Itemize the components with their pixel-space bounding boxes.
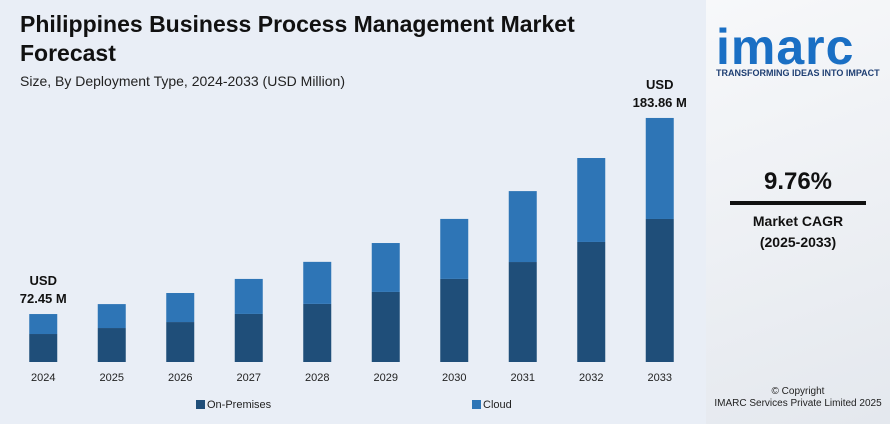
- x-tick-label: 2032: [579, 372, 603, 384]
- x-tick-label: 2026: [168, 372, 192, 384]
- total-label: USD 183.86 M: [632, 76, 687, 110]
- cagr-label: Market CAGR: [752, 213, 844, 229]
- bar-segment: [577, 241, 606, 362]
- divider: [730, 201, 866, 205]
- legend-label: Cloud: [483, 399, 512, 411]
- total-label: USD 72.45 M: [19, 273, 67, 307]
- bar-segment: [303, 261, 332, 304]
- bar-segment: [234, 313, 263, 362]
- x-tick-label: 2028: [305, 372, 329, 384]
- chart: 2024 2025 2026 2027 2028 2029 2030 2031 2032 2033…: [29, 117, 674, 411]
- legend-swatch: [196, 400, 205, 409]
- x-tick-label: 2024: [31, 372, 55, 384]
- x-tick-label: 2031: [511, 372, 535, 384]
- bar-segment: [97, 304, 126, 329]
- company: IMARC Services Private Limited 2025: [714, 398, 882, 409]
- x-tick-label: 2027: [237, 372, 261, 384]
- cagr-value: 9.76%: [763, 168, 833, 195]
- copyright: © Copyright: [771, 386, 825, 397]
- tagline: TRANSFORMING IDEAS INTO IMPACT: [716, 68, 880, 78]
- bar-segment: [508, 262, 537, 362]
- x-tick-label: 2029: [374, 372, 398, 384]
- bar-segment: [29, 314, 58, 335]
- chart-subtitle: Size, By Deployment Type, 2024-2033 (USD…: [20, 73, 346, 89]
- legend-label: On-Premises: [207, 399, 272, 411]
- bar-segment: [371, 243, 400, 292]
- bar-segment: [303, 303, 332, 362]
- bar-segment: [29, 334, 58, 362]
- bar-segment: [234, 278, 263, 314]
- cagr-period: (2025-2033): [759, 234, 837, 250]
- bar-segment: [166, 293, 195, 323]
- logo: imarc: [716, 19, 855, 75]
- x-tick-label: 2030: [442, 372, 466, 384]
- sidebar: imarc TRANSFORMING IDEAS INTO IMPACT 9.7…: [706, 0, 890, 424]
- x-tick-label: 2033: [648, 372, 672, 384]
- legend-swatch: [472, 400, 481, 409]
- chart-title: Philippines Business Process Management …: [20, 11, 575, 66]
- bar-segment: [371, 291, 400, 362]
- bar-segment: [440, 218, 469, 279]
- bar-segment: [645, 218, 674, 362]
- bar-segment: [97, 328, 126, 362]
- x-tick-label: 2025: [100, 372, 124, 384]
- bar-segment: [508, 191, 537, 263]
- bar-segment: [440, 278, 469, 362]
- bar-segment: [166, 322, 195, 362]
- bar-segment: [577, 158, 606, 242]
- bar-segment: [645, 117, 674, 219]
